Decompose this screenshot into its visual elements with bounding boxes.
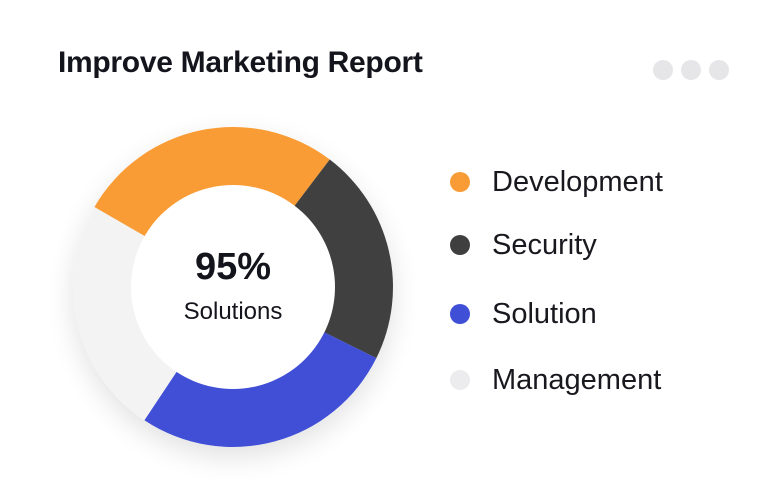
center-value: 95%: [195, 246, 271, 288]
more-horizontal-icon: [709, 60, 729, 80]
legend-item-solution[interactable]: Solution: [450, 290, 597, 338]
donut-chart-svg: 95% Solutions: [73, 127, 393, 447]
legend-label: Management: [492, 363, 662, 396]
donut-chart: 95% Solutions: [40, 110, 440, 480]
legend-label: Solution: [492, 297, 597, 330]
legend-item-security[interactable]: Security: [450, 221, 597, 269]
donut-hole: [131, 185, 335, 389]
more-options-button[interactable]: [653, 60, 733, 80]
legend-swatch-icon: [450, 235, 470, 255]
legend-item-management[interactable]: Management: [450, 356, 661, 404]
legend-swatch-icon: [450, 304, 470, 324]
more-horizontal-icon: [653, 60, 673, 80]
page-title: Improve Marketing Report: [58, 46, 423, 79]
legend-swatch-icon: [450, 172, 470, 192]
legend-swatch-icon: [450, 370, 470, 390]
legend-label: Security: [492, 228, 597, 261]
center-label: Solutions: [184, 298, 283, 325]
more-horizontal-icon: [681, 60, 701, 80]
legend-label: Development: [492, 165, 663, 198]
legend-item-development[interactable]: Development: [450, 158, 663, 206]
